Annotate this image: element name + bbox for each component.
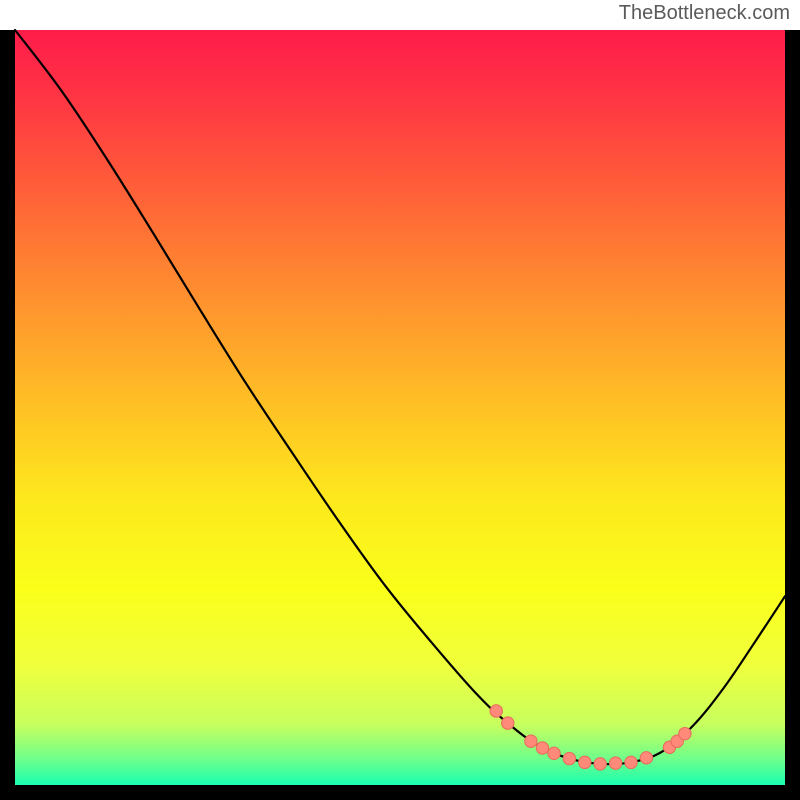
gradient-curve-chart [0,0,800,800]
data-marker [609,757,621,769]
data-marker [536,742,548,754]
data-marker [502,717,514,729]
plot-border [0,30,15,800]
data-marker [640,752,652,764]
plot-border [0,785,800,800]
watermark-label: TheBottleneck.com [619,2,790,25]
data-marker [625,756,637,768]
data-marker [579,756,591,768]
data-marker [594,758,606,770]
chart-frame: TheBottleneck.com [0,0,800,800]
plot-border [785,30,800,800]
data-marker [548,747,560,759]
data-marker [525,735,537,747]
data-marker [490,705,502,717]
data-marker [679,727,691,739]
data-marker [563,752,575,764]
gradient-background [15,30,785,785]
